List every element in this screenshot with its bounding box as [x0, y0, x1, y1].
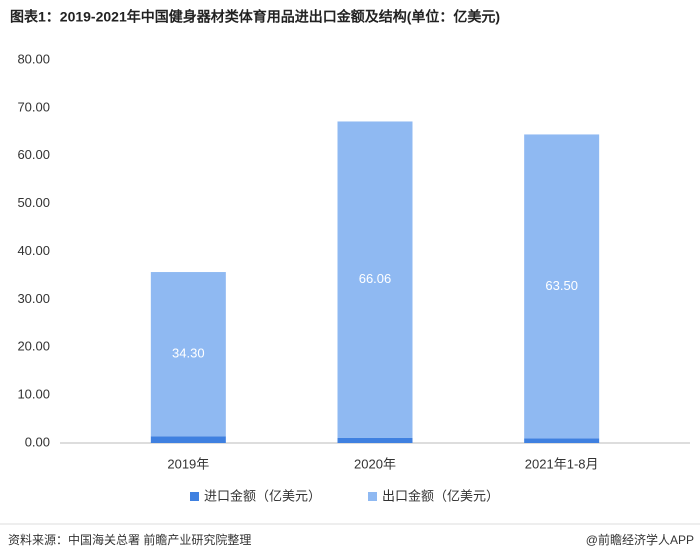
y-tick-label: 30.00 — [17, 291, 50, 306]
y-tick-label: 20.00 — [17, 339, 50, 354]
value-label: 63.50 — [545, 278, 578, 293]
y-tick-label: 60.00 — [17, 147, 50, 162]
y-tick-label: 50.00 — [17, 195, 50, 210]
x-tick-label: 2021年1-8月 — [525, 456, 599, 471]
chart-title: 图表1：2019-2021年中国健身器材类体育用品进出口金额及结构(单位：亿美元… — [10, 9, 500, 25]
bar-segment — [524, 438, 600, 443]
source: 资料来源：中国海关总署 前瞻产业研究院整理 — [8, 532, 251, 547]
legend-label: 出口金额（亿美元） — [382, 488, 499, 503]
bar-segment — [337, 121, 413, 438]
x-tick-label: 2019年 — [167, 456, 209, 471]
y-tick-label: 80.00 — [17, 51, 50, 66]
legend-swatch — [368, 492, 377, 501]
y-tick-label: 70.00 — [17, 99, 50, 114]
y-tick-label: 10.00 — [17, 387, 50, 402]
credit: @前瞻经济学人APP — [586, 532, 694, 547]
value-label: 34.30 — [172, 346, 205, 361]
y-tick-label: 40.00 — [17, 243, 50, 258]
legend-label: 进口金额（亿美元） — [204, 488, 321, 503]
bar-segment — [150, 436, 226, 443]
bar-segment — [150, 272, 226, 437]
bar-segment — [337, 437, 413, 443]
value-label: 66.06 — [359, 271, 392, 286]
legend-swatch — [190, 492, 199, 501]
bar-segment — [524, 134, 600, 439]
y-tick-label: 0.00 — [25, 434, 50, 449]
x-tick-label: 2020年 — [354, 456, 396, 471]
